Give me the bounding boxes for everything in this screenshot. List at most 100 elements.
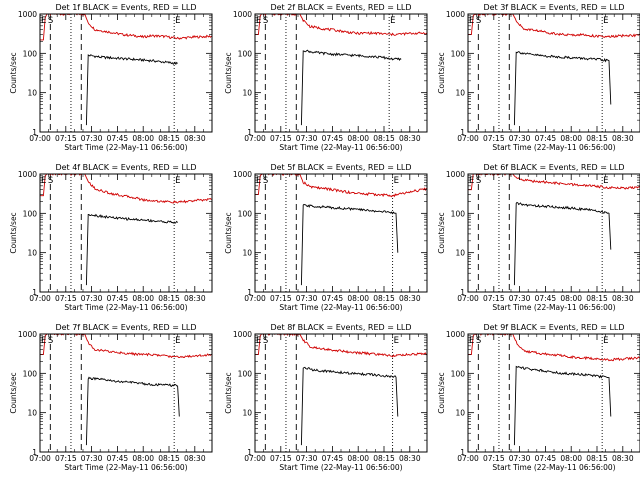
y-tick-label: 1 xyxy=(32,288,37,297)
lld-series-line xyxy=(40,174,212,204)
x-tick-label: 07:15 xyxy=(55,454,77,463)
x-tick-label: 08:30 xyxy=(184,454,206,463)
events-series-line xyxy=(300,203,399,286)
panel-title: Det 2f BLACK = Events, RED = LLD xyxy=(270,3,411,12)
x-tick-label: 07:00 xyxy=(244,454,266,463)
panel-title: Det 3f BLACK = Events, RED = LLD xyxy=(483,3,624,12)
events-series-line xyxy=(85,376,180,446)
x-axis-label: Start Time (22-May-11 06:56:00) xyxy=(279,303,402,312)
x-axis-label: Start Time (22-May-11 06:56:00) xyxy=(492,143,615,152)
x-tick-label: 08:15 xyxy=(586,294,608,303)
y-axis-label: Counts/sec xyxy=(224,212,233,253)
event-marker-label: E xyxy=(390,16,395,26)
y-tick-label: 10 xyxy=(455,249,465,258)
lld-series-line xyxy=(468,14,640,39)
x-tick-label: 07:45 xyxy=(535,454,557,463)
x-tick-label: 08:30 xyxy=(612,454,634,463)
y-axis-label: Counts/sec xyxy=(224,372,233,413)
y-tick-label: 1 xyxy=(32,128,37,137)
lld-series-line xyxy=(468,174,640,191)
x-tick-label: 07:15 xyxy=(483,294,505,303)
x-tick-label: 07:00 xyxy=(244,134,266,143)
y-axis-label: Counts/sec xyxy=(437,52,446,93)
y-tick-label: 10 xyxy=(242,89,252,98)
x-axis-label: Start Time (22-May-11 06:56:00) xyxy=(492,463,615,472)
event-marker-label: E xyxy=(469,16,474,26)
x-tick-label: 07:45 xyxy=(535,294,557,303)
y-tick-label: 1 xyxy=(247,128,252,137)
x-tick-label: 07:15 xyxy=(55,134,77,143)
event-marker-label: E xyxy=(469,176,474,186)
events-series-line xyxy=(85,213,178,286)
x-tick-label: 07:45 xyxy=(322,134,344,143)
x-axis-label: Start Time (22-May-11 06:56:00) xyxy=(64,303,187,312)
events-series-line xyxy=(513,365,612,446)
event-marker-label: S xyxy=(48,176,53,186)
event-marker-label: E xyxy=(256,336,261,346)
x-tick-label: 07:45 xyxy=(322,454,344,463)
panel-title: Det 5f BLACK = Events, RED = LLD xyxy=(270,163,411,172)
x-tick-label: 08:00 xyxy=(347,294,369,303)
event-marker-label: E xyxy=(603,336,608,346)
event-marker-label: E xyxy=(175,336,180,346)
x-tick-label: 08:15 xyxy=(586,134,608,143)
y-tick-label: 1000 xyxy=(446,330,465,339)
y-tick-label: 10 xyxy=(27,89,37,98)
x-tick-label: 07:30 xyxy=(509,294,531,303)
x-tick-label: 08:00 xyxy=(560,294,582,303)
y-axis-label: Counts/sec xyxy=(224,52,233,93)
panel-title: Det 8f BLACK = Events, RED = LLD xyxy=(270,323,411,332)
y-tick-label: 100 xyxy=(451,49,466,58)
plot-frame xyxy=(467,173,640,293)
plot-frame xyxy=(39,333,213,453)
y-tick-label: 1 xyxy=(247,288,252,297)
panel-title: Det 7f BLACK = Events, RED = LLD xyxy=(55,323,196,332)
event-marker-label: E xyxy=(41,16,46,26)
x-tick-label: 08:15 xyxy=(158,294,180,303)
y-tick-label: 100 xyxy=(451,369,466,378)
panel-title: Det 4f BLACK = Events, RED = LLD xyxy=(55,163,196,172)
y-tick-label: 100 xyxy=(238,49,253,58)
y-tick-label: 10 xyxy=(455,409,465,418)
event-marker-label: S xyxy=(263,176,268,186)
event-marker-label: S xyxy=(48,16,53,26)
y-tick-label: 1 xyxy=(32,448,37,457)
y-tick-label: 1000 xyxy=(18,170,37,179)
event-marker-label: E xyxy=(41,176,46,186)
y-tick-label: 10 xyxy=(455,89,465,98)
y-tick-label: 100 xyxy=(23,369,38,378)
plot-frame xyxy=(39,13,213,133)
x-tick-label: 08:15 xyxy=(586,454,608,463)
plot-frame xyxy=(467,333,640,453)
x-tick-label: 08:30 xyxy=(184,134,206,143)
plot-frame xyxy=(39,173,213,293)
x-tick-label: 08:00 xyxy=(132,454,154,463)
event-marker-label: E xyxy=(394,176,399,186)
panel-title: Det 1f BLACK = Events, RED = LLD xyxy=(55,3,196,12)
x-tick-label: 07:15 xyxy=(270,134,292,143)
x-tick-label: 07:30 xyxy=(296,134,318,143)
event-marker-label: E xyxy=(256,16,261,26)
x-tick-label: 07:00 xyxy=(29,294,51,303)
events-series-line xyxy=(513,51,612,126)
x-tick-label: 07:00 xyxy=(244,294,266,303)
x-tick-label: 07:15 xyxy=(270,294,292,303)
y-tick-label: 1 xyxy=(460,448,465,457)
y-tick-label: 1000 xyxy=(233,170,252,179)
x-tick-label: 07:30 xyxy=(81,134,103,143)
y-tick-label: 10 xyxy=(27,249,37,258)
event-marker-label: E xyxy=(394,336,399,346)
x-tick-label: 07:30 xyxy=(509,454,531,463)
y-tick-label: 1 xyxy=(460,128,465,137)
x-tick-label: 08:30 xyxy=(399,134,421,143)
x-tick-label: 08:15 xyxy=(158,454,180,463)
events-series-line xyxy=(513,201,612,286)
events-series-line xyxy=(85,54,178,126)
